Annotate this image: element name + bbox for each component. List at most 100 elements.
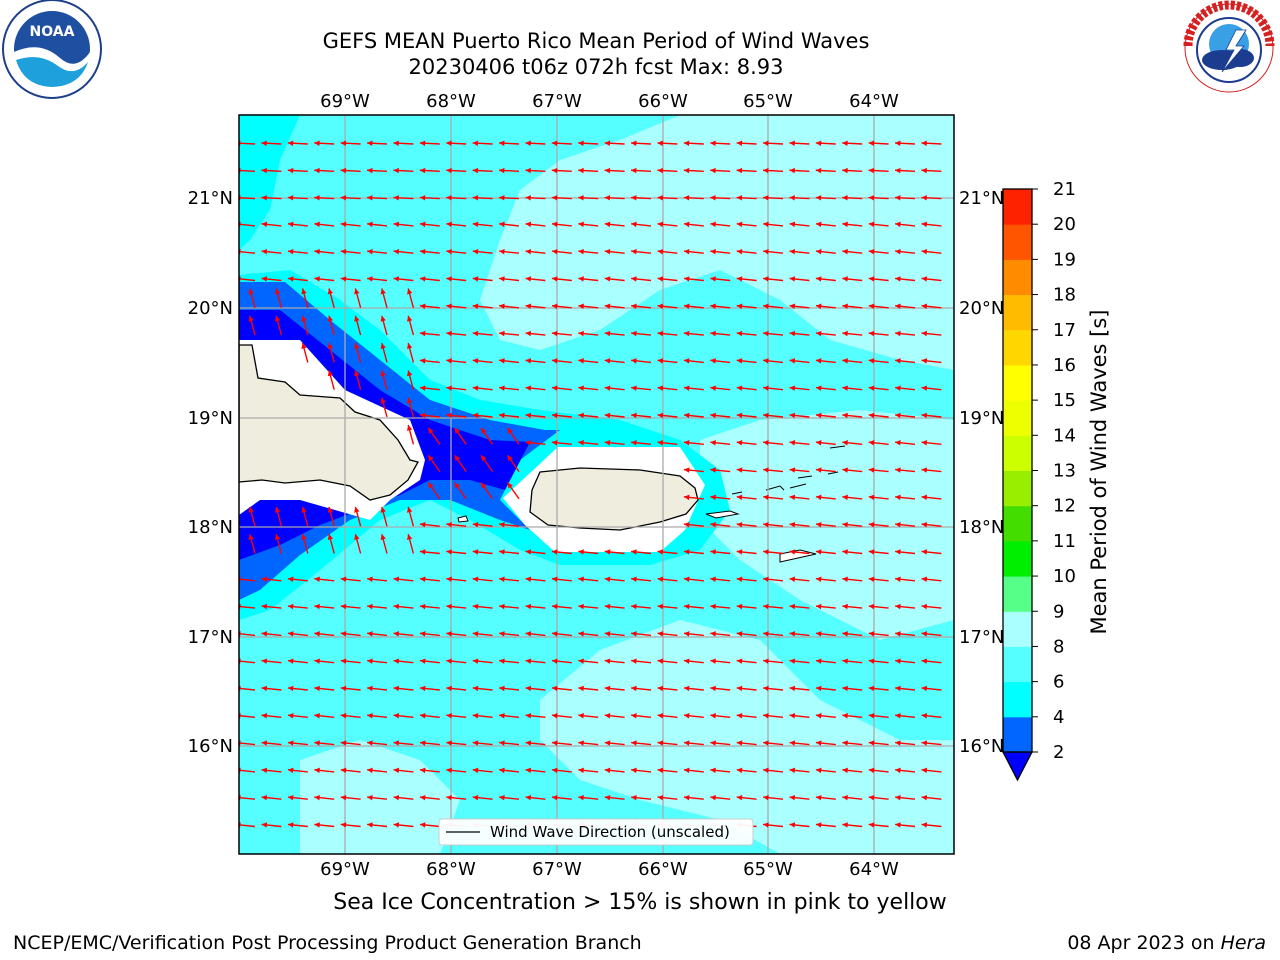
wave-direction-arrow	[578, 195, 599, 201]
wave-direction-arrow	[287, 576, 308, 582]
wave-direction-arrow	[406, 370, 415, 390]
wave-direction-arrow	[683, 521, 704, 528]
lat-label-right: 19°N	[959, 408, 1004, 429]
wave-direction-arrow	[789, 576, 810, 582]
lon-label-bottom: 64°W	[849, 859, 899, 880]
wave-direction-arrow	[314, 631, 335, 637]
wave-direction-arrow	[551, 740, 572, 746]
wave-direction-arrow	[406, 506, 415, 527]
wave-direction-arrow	[736, 358, 757, 364]
map-area	[238, 114, 955, 855]
wave-direction-arrow	[551, 385, 572, 391]
wave-direction-arrow	[842, 603, 863, 610]
colorbar-tick-label: 12	[1053, 496, 1076, 517]
wave-direction-arrow	[763, 740, 784, 746]
wave-direction-arrow	[763, 658, 784, 664]
wave-direction-arrow	[710, 767, 731, 774]
wave-direction-arrow	[314, 248, 335, 255]
wave-direction-arrow	[314, 603, 335, 610]
wave-direction-arrow	[842, 740, 863, 746]
wave-direction-arrow	[340, 276, 361, 282]
wave-direction-arrow	[736, 685, 757, 692]
wave-direction-arrow	[868, 358, 889, 364]
colorbar: 2 4 6 8 9 10 11 12 13 14 15 16 17 18 19 20 21	[1001, 179, 1076, 782]
wave-direction-arrow	[683, 167, 704, 174]
wave-direction-arrow	[631, 549, 652, 555]
wave-direction-arrow	[446, 521, 467, 528]
wave-direction-arrow	[921, 794, 942, 801]
wave-direction-arrow	[340, 221, 361, 228]
wave-direction-arrow	[287, 140, 308, 146]
wave-direction-arrow	[763, 385, 784, 391]
wave-direction-arrow	[472, 303, 493, 309]
wave-direction-arrow	[604, 385, 625, 391]
wave-direction-arrow	[393, 140, 414, 146]
wave-direction-arrow	[525, 303, 546, 309]
wave-direction-arrow	[842, 440, 863, 446]
wave-direction-arrow	[895, 221, 916, 228]
wave-direction-arrow	[921, 576, 942, 582]
wave-direction-arrow	[657, 794, 678, 801]
wave-direction-arrow	[578, 767, 599, 774]
wave-direction-arrow	[683, 303, 704, 309]
wave-direction-arrow	[895, 358, 916, 364]
wave-direction-arrow	[551, 358, 572, 364]
wave-direction-arrow	[327, 288, 335, 308]
wave-direction-arrow	[578, 794, 599, 801]
wave-direction-arrow	[472, 794, 493, 801]
wave-direction-arrow	[525, 549, 546, 555]
wave-direction-arrow	[499, 412, 520, 419]
wave-direction-arrow	[789, 467, 810, 473]
lat-label-left: 21°N	[188, 188, 233, 209]
wave-direction-arrow	[419, 576, 440, 582]
wave-direction-arrow	[480, 427, 494, 445]
wave-direction-arrow	[921, 822, 942, 828]
island-mona	[457, 515, 469, 523]
wave-direction-arrow	[868, 740, 889, 746]
wave-direction-arrow	[763, 713, 784, 719]
wave-direction-arrow	[604, 330, 625, 337]
wave-direction-arrow	[446, 549, 467, 555]
wave-direction-arrow	[710, 303, 731, 309]
colorbar-tick-label: 19	[1053, 249, 1076, 270]
wave-direction-arrow	[842, 276, 863, 282]
wave-direction-arrow	[894, 195, 916, 201]
wave-direction-arrow	[340, 603, 361, 610]
legend-label: Wind Wave Direction (unscaled)	[490, 823, 730, 841]
wave-direction-arrow	[763, 794, 784, 801]
lat-label-right: 21°N	[959, 188, 1004, 209]
wave-direction-arrow	[367, 685, 388, 692]
wave-direction-arrow	[789, 385, 810, 391]
wave-direction-arrow	[551, 603, 572, 610]
colorbar-segment	[1003, 259, 1032, 296]
wave-direction-arrow	[921, 467, 942, 473]
wave-direction-arrow	[631, 685, 652, 692]
wave-direction-arrow	[578, 140, 599, 146]
wave-direction-arrow	[921, 140, 942, 146]
wave-direction-arrow	[683, 713, 704, 719]
wave-direction-arrow	[631, 330, 652, 337]
lat-label-right: 18°N	[959, 517, 1004, 538]
wave-direction-arrow	[472, 358, 493, 364]
wave-direction-arrow	[248, 534, 256, 554]
wave-direction-arrow	[366, 195, 388, 201]
wave-direction-arrow	[551, 167, 572, 174]
wave-direction-arrow	[393, 576, 414, 582]
wave-direction-arrow	[340, 576, 361, 582]
wave-direction-arrow	[446, 276, 467, 282]
colorbar-segment	[1003, 224, 1032, 260]
wave-direction-arrow	[895, 494, 916, 501]
wave-direction-arrow	[868, 167, 889, 174]
wave-direction-arrow	[551, 248, 572, 255]
wave-direction-arrow	[789, 631, 810, 637]
wave-direction-arrow	[261, 167, 282, 174]
wave-direction-arrow	[631, 658, 652, 664]
wave-direction-arrow	[301, 534, 309, 554]
wave-direction-arrow	[406, 342, 415, 363]
wave-direction-arrow	[921, 631, 942, 637]
wave-direction-arrow	[631, 767, 652, 774]
wave-direction-arrow	[683, 276, 704, 282]
wave-direction-arrow	[710, 521, 731, 528]
wave-direction-arrow	[631, 358, 652, 364]
wave-direction-arrow	[393, 740, 414, 746]
